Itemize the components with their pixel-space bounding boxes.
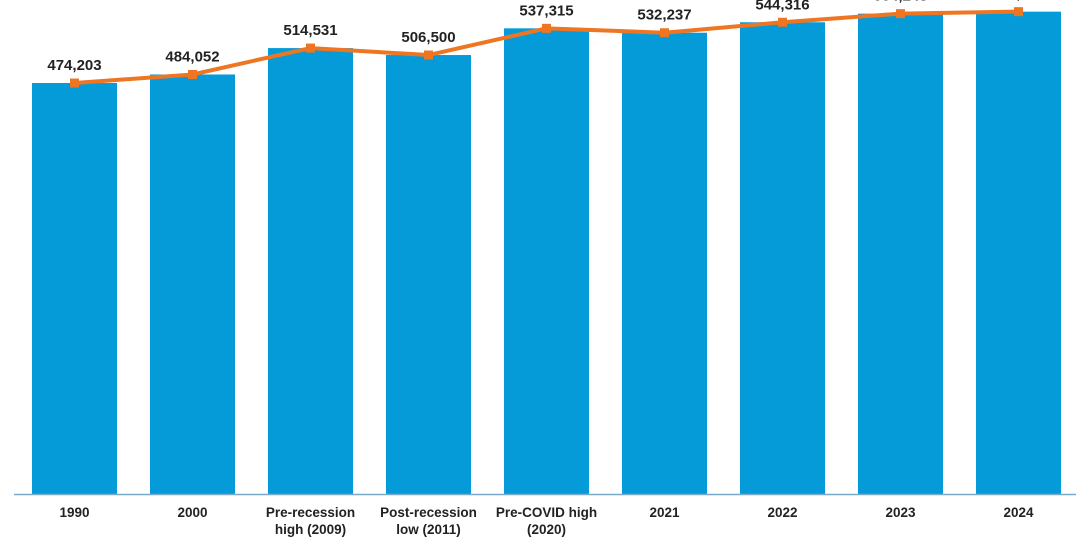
- x-tick-label-line: (2020): [527, 522, 566, 537]
- x-tick-label-line: 1990: [59, 505, 89, 520]
- line-marker-4: [542, 23, 551, 33]
- line-marker-5: [660, 28, 669, 38]
- data-label-7: 554,243: [873, 0, 927, 5]
- x-tick-label-line: high (2009): [275, 522, 346, 537]
- bar-7: [858, 13, 943, 494]
- line-marker-8: [1014, 7, 1023, 17]
- x-tick-label-7: 2023: [885, 505, 916, 520]
- x-tick-label-line: Pre-COVID high: [496, 505, 597, 520]
- line-marker-7: [896, 9, 905, 19]
- data-label-2: 514,531: [283, 22, 337, 39]
- bars-group: [32, 11, 1061, 495]
- x-tick-label-line: Post-recession: [380, 505, 477, 520]
- data-label-3: 506,500: [401, 29, 455, 46]
- bar-8: [976, 11, 1061, 495]
- x-tick-label-1: 2000: [177, 505, 207, 520]
- line-marker-2: [306, 43, 315, 53]
- x-tick-label-6: 2022: [767, 505, 797, 520]
- data-label-0: 474,203: [47, 57, 101, 74]
- data-label-8: 556,551: [991, 0, 1045, 3]
- bar-6: [740, 22, 825, 495]
- bar-3: [386, 55, 471, 495]
- x-tick-label-line: 2024: [1003, 505, 1034, 520]
- x-tick-label-line: 2000: [177, 505, 207, 520]
- x-tick-labels-group: 1990 2000 Pre-recession high (2009) Post-rec…: [59, 505, 1034, 537]
- x-tick-label-line: low (2011): [396, 522, 461, 537]
- bar-4: [504, 28, 589, 495]
- bar-5: [622, 32, 707, 494]
- x-tick-label-line: 2021: [649, 505, 680, 520]
- line-marker-0: [70, 78, 79, 88]
- line-marker-1: [188, 69, 197, 79]
- data-label-5: 532,237: [637, 7, 691, 24]
- x-tick-label-5: 2021: [649, 505, 680, 520]
- x-tick-label-2: Pre-recession high (2009): [266, 505, 355, 537]
- x-tick-label-4: Pre-COVID high (2020): [496, 505, 597, 537]
- x-tick-label-line: 2022: [767, 505, 797, 520]
- x-tick-label-line: 2023: [885, 505, 916, 520]
- x-tick-label-8: 2024: [1003, 505, 1034, 520]
- x-tick-label-0: 1990: [59, 505, 89, 520]
- trend-line-group: [70, 7, 1023, 88]
- bar-1: [150, 74, 235, 494]
- data-label-6: 544,316: [755, 0, 809, 13]
- data-label-4: 537,315: [519, 2, 573, 19]
- bar-0: [32, 83, 117, 495]
- data-labels-group: 474,203 484,052 514,531 506,500 537,315 532,2…: [47, 0, 1045, 74]
- x-tick-label-3: Post-recession low (2011): [380, 505, 477, 537]
- data-label-1: 484,052: [165, 48, 219, 65]
- line-marker-3: [424, 50, 433, 60]
- x-tick-label-line: Pre-recession: [266, 505, 355, 520]
- line-marker-6: [778, 17, 787, 27]
- bar-2: [268, 48, 353, 495]
